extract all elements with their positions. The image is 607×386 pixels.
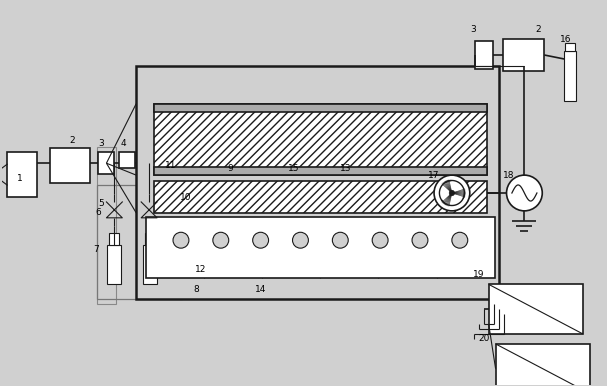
Bar [136,66,498,299]
Text: 8: 8 [193,285,198,294]
Text: 2: 2 [535,25,541,34]
Text: 11: 11 [165,161,177,170]
Bar [145,233,155,245]
Text: 3: 3 [98,139,104,148]
Bar [50,148,90,183]
Bar [154,104,487,112]
Circle shape [293,232,308,248]
Text: 15: 15 [288,164,300,173]
Text: 9: 9 [228,164,234,173]
Circle shape [173,232,189,248]
Bar [489,284,583,334]
Bar [503,39,544,71]
Text: 14: 14 [254,285,266,294]
Bar [143,245,157,284]
Bar [146,217,495,278]
Text: 1: 1 [17,174,23,183]
Circle shape [213,232,229,248]
Text: 5: 5 [98,200,104,208]
Circle shape [452,232,468,248]
Bar [97,147,117,304]
Circle shape [253,232,268,248]
Text: 2: 2 [69,136,75,145]
Text: 17: 17 [429,171,440,179]
Bar [495,344,590,386]
Circle shape [434,175,470,211]
Bar [154,104,487,175]
Bar [565,43,575,51]
Text: 10: 10 [180,193,192,203]
Circle shape [412,232,428,248]
Circle shape [333,232,348,248]
Circle shape [372,232,388,248]
Text: 13: 13 [340,164,351,173]
Text: 7: 7 [93,245,100,254]
Bar [97,185,182,299]
Bar [107,245,121,284]
Bar [154,181,487,213]
Text: 6: 6 [96,208,101,217]
Bar [120,152,135,168]
Circle shape [506,175,542,211]
Bar [109,233,120,245]
Bar [7,152,37,197]
Bar [98,152,114,174]
Text: 3: 3 [470,25,476,34]
Bar [564,51,576,101]
Text: 16: 16 [560,35,572,44]
Text: 19: 19 [473,270,484,279]
Text: 12: 12 [195,265,206,274]
Text: 18: 18 [503,171,514,179]
Bar [154,167,487,175]
Bar [475,41,493,69]
Text: 20: 20 [478,334,489,344]
Circle shape [449,190,455,196]
Text: 4: 4 [121,139,126,148]
